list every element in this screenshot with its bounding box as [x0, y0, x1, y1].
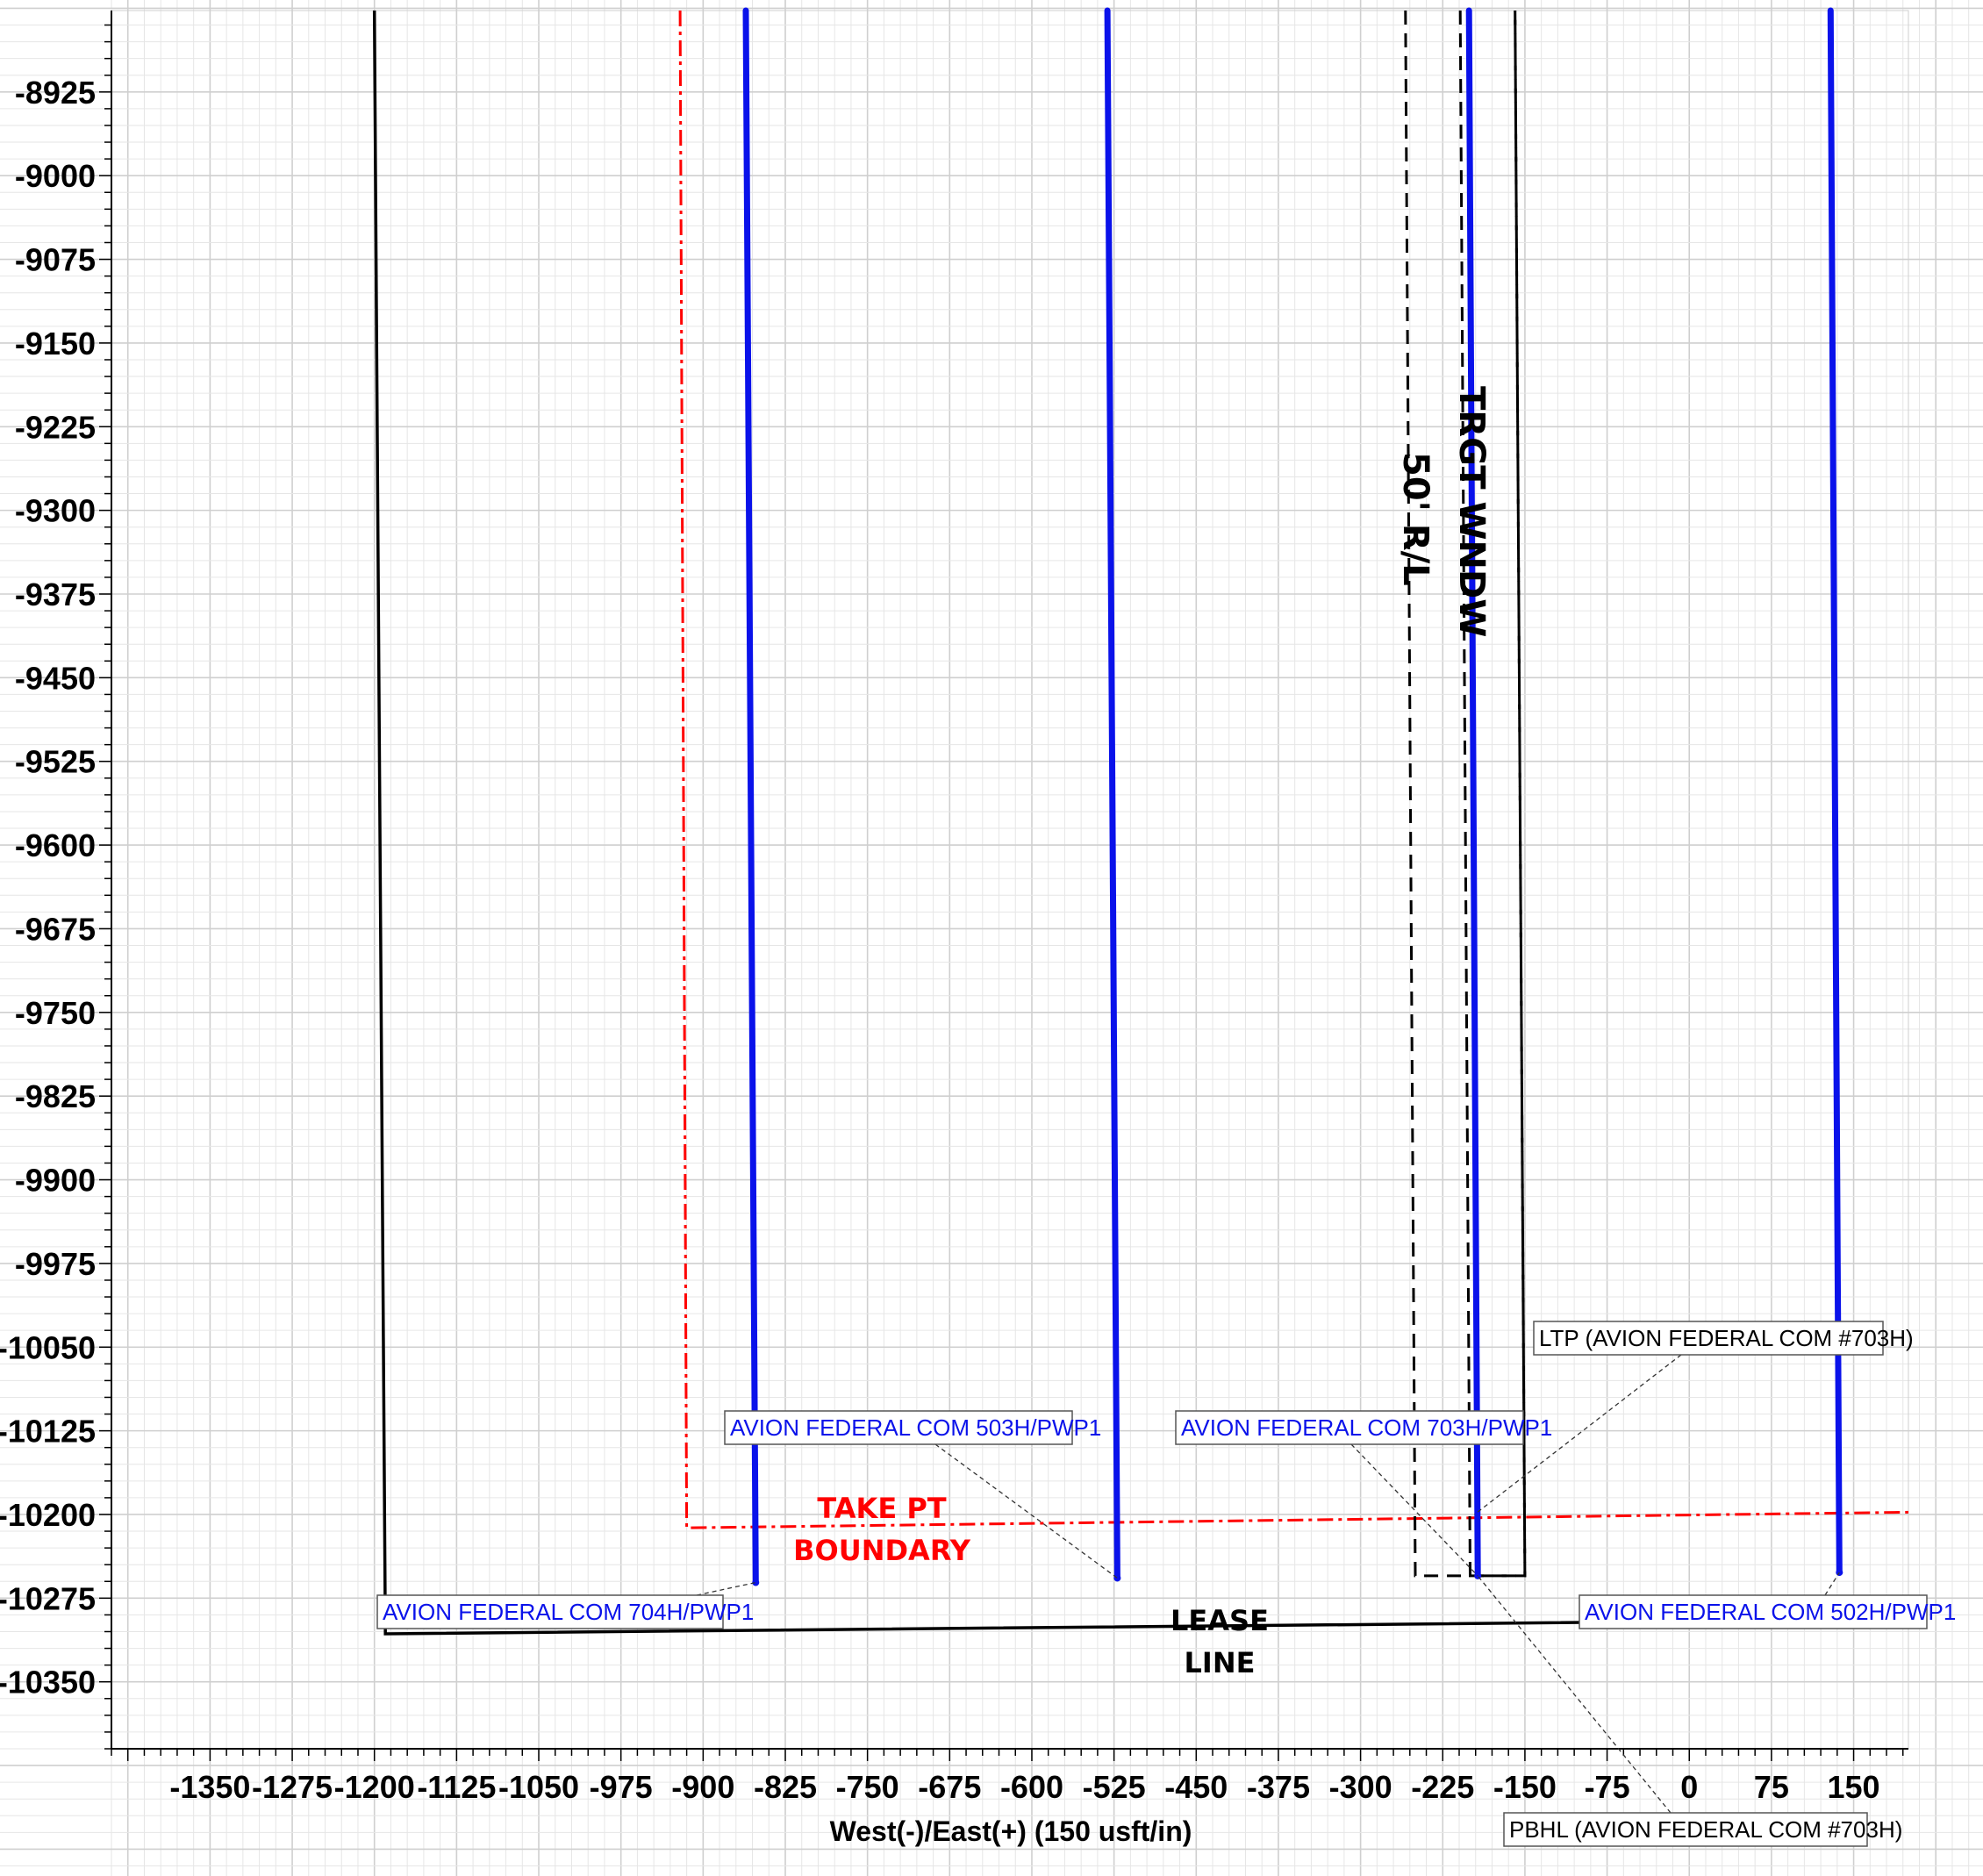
callout-leader-3	[1350, 1443, 1478, 1577]
y-tick-label: -9225	[15, 409, 96, 445]
callout-leader-6	[1477, 1575, 1672, 1814]
x-tick-label: -1275	[252, 1769, 333, 1805]
callout-box-4	[1579, 1594, 1928, 1629]
y-tick-label: -10200	[0, 1497, 96, 1533]
well-series	[742, 7, 1843, 1586]
x-tick-label: -375	[1247, 1769, 1310, 1805]
y-tick-label: -9150	[15, 326, 96, 362]
callout-label-2: AVION FEDERAL COM 503H/PWP1	[730, 1414, 1101, 1441]
x-tick-label: -450	[1164, 1769, 1228, 1805]
target-window-line	[1458, 10, 1527, 1578]
y-tick-label: -9075	[15, 242, 96, 278]
lease-label-line2: LINE	[1185, 1646, 1256, 1679]
y-tick-label: -9000	[15, 158, 96, 194]
callout-box-2	[724, 1410, 1073, 1445]
x-tick-label: -525	[1083, 1769, 1146, 1805]
y-tick-label: -9900	[15, 1163, 96, 1199]
take-pt-label-line2: BOUNDARY	[793, 1534, 971, 1567]
x-tick-label: -150	[1493, 1769, 1557, 1805]
well-end-point-1	[752, 1579, 760, 1586]
reference-lines	[372, 10, 1909, 1636]
callout-label-3: AVION FEDERAL COM 703H/PWP1	[1181, 1414, 1552, 1441]
y-tick-label: -9675	[15, 911, 96, 947]
callouts: AVION FEDERAL COM 704H/PWP1 AVION FEDERAL…	[376, 1321, 1956, 1847]
x-tick-label: -1200	[334, 1769, 415, 1805]
callout-box-1	[376, 1594, 724, 1629]
callout-label-6: PBHL (AVION FEDERAL COM #703H)	[1509, 1816, 1902, 1843]
y-tick-label: -9300	[15, 493, 96, 529]
y-tick-label: -10050	[0, 1329, 96, 1365]
x-tick-label: -75	[1585, 1769, 1630, 1805]
y-tick-label: -10275	[0, 1580, 96, 1616]
well-line-2	[1104, 7, 1120, 1581]
lease-label-line1: LEASE	[1170, 1604, 1269, 1637]
x-tick-label: 75	[1754, 1769, 1789, 1805]
x-tick-label: -1125	[417, 1769, 496, 1805]
callout-label-5: LTP (AVION FEDERAL COM #703H)	[1539, 1325, 1914, 1351]
y-tick-label: -10125	[0, 1414, 96, 1450]
y-tick-label: -9600	[15, 827, 96, 863]
callout-leader-1	[696, 1581, 756, 1596]
y-tick-label: -9825	[15, 1078, 96, 1114]
x-tick-label: -975	[590, 1769, 653, 1805]
callout-label-1: AVION FEDERAL COM 704H/PWP1	[383, 1599, 754, 1625]
callout-box-3	[1175, 1410, 1524, 1445]
callout-label-4: AVION FEDERAL COM 502H/PWP1	[1585, 1599, 1956, 1625]
y-tick-label: -9750	[15, 995, 96, 1031]
take-pt-label-line1: TAKE PT	[817, 1492, 946, 1525]
take-point-boundary-line	[678, 10, 1909, 1529]
annotations: TAKE PT BOUNDARY LEASE LINE 50' R/L TRGT WNDW	[793, 386, 1492, 1679]
callout-box-5	[1533, 1321, 1884, 1356]
y-tick-label: -8925	[15, 75, 96, 111]
x-tick-label: -825	[754, 1769, 817, 1805]
callout-box-6	[1503, 1812, 1868, 1847]
x-tick-label: -1350	[169, 1769, 250, 1805]
y-tick-label: -9450	[15, 660, 96, 696]
x-tick-label: -300	[1329, 1769, 1392, 1805]
x-tick-label: -750	[836, 1769, 899, 1805]
well-line-4	[1827, 7, 1843, 1576]
x-axis-title: West(-)/East(+) (150 usft/in)	[830, 1815, 1192, 1847]
target-window-label: TRGT WNDW	[1451, 386, 1492, 637]
x-tick-label: 0	[1680, 1769, 1698, 1805]
tick-labels: -1350 -1275 -1200 -1125 -1050 -975 -900 -825 -75…	[0, 75, 1880, 1805]
lease-line	[372, 10, 1909, 1636]
well-line-1	[742, 7, 759, 1586]
x-tick-label: -600	[1000, 1769, 1063, 1805]
y-tick-label: -10350	[0, 1665, 96, 1701]
x-tick-label: -1050	[498, 1769, 579, 1805]
axes	[99, 11, 1908, 1761]
y-tick-label: -9975	[15, 1246, 96, 1282]
x-tick-label: 150	[1828, 1769, 1880, 1805]
callout-leader-2	[934, 1443, 1118, 1579]
y-tick-label: -9375	[15, 576, 96, 612]
rl-50-label: 50' R/L	[1395, 452, 1435, 586]
x-tick-label: -675	[918, 1769, 981, 1805]
callout-leader-5	[1474, 1354, 1682, 1515]
x-tick-label: -900	[671, 1769, 734, 1805]
y-tick-label: -9525	[15, 744, 96, 780]
well-line-3	[1465, 7, 1481, 1579]
x-tick-label: -225	[1411, 1769, 1474, 1805]
